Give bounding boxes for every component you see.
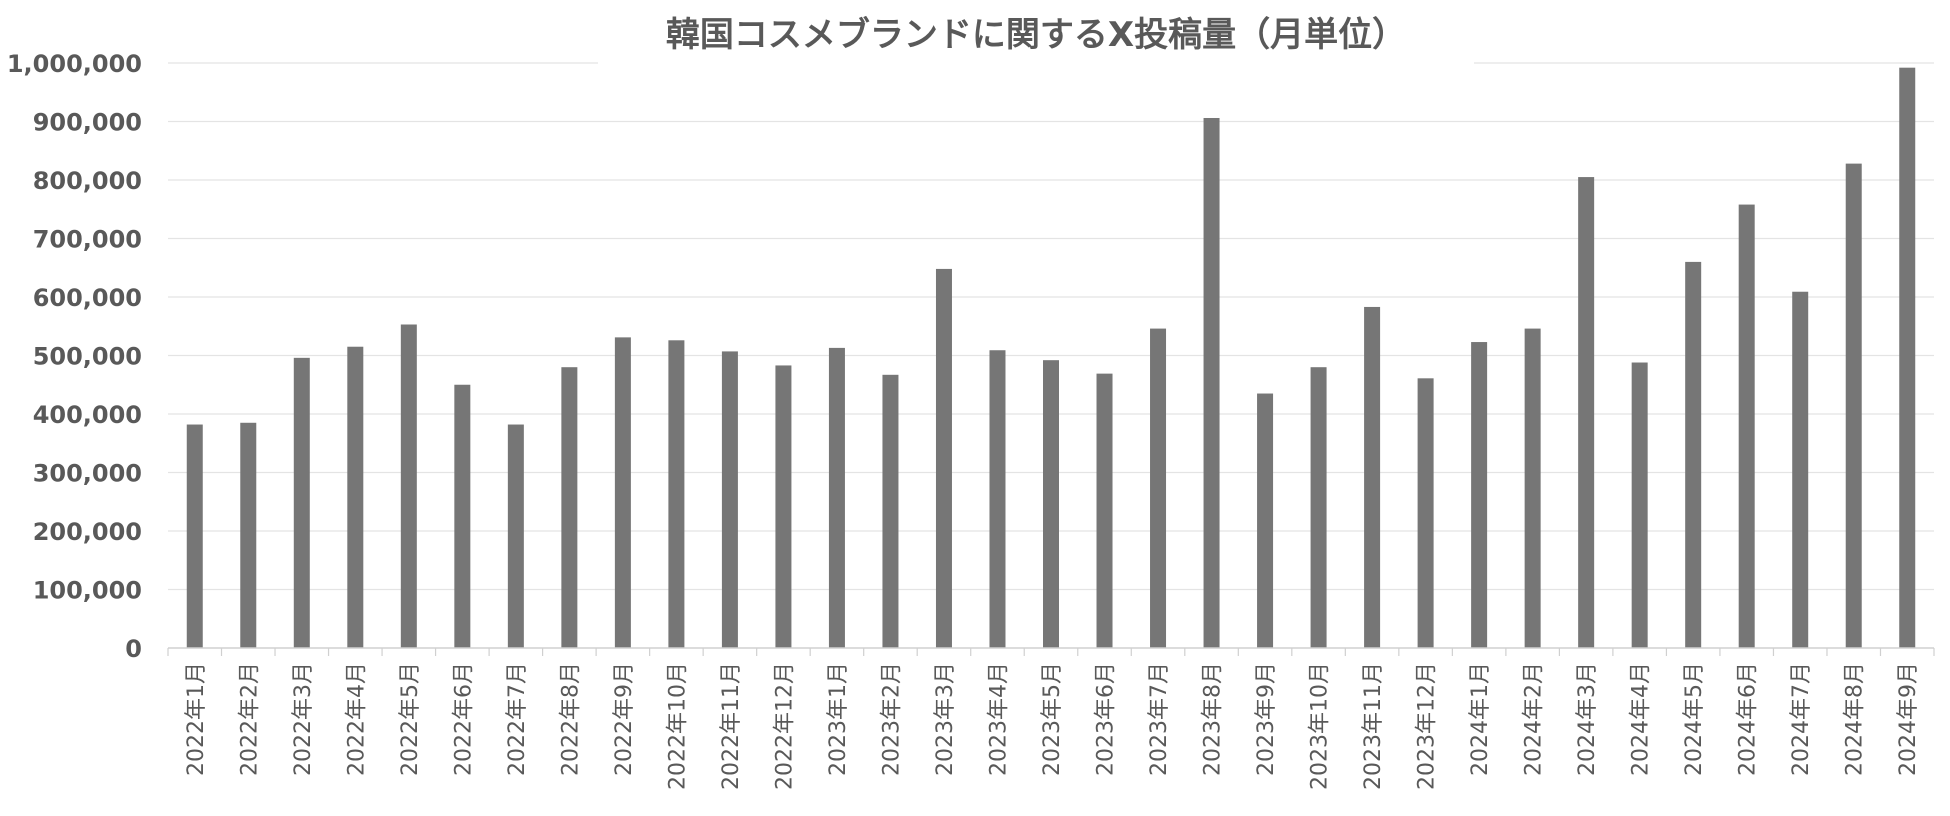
bar <box>614 337 631 648</box>
y-tick-label: 600,000 <box>33 284 142 312</box>
bar <box>507 424 524 648</box>
x-tick-label: 2024年2月 <box>1522 662 1547 776</box>
x-tick-label: 2023年1月 <box>826 662 851 776</box>
x-tick-label: 2024年7月 <box>1789 662 1814 776</box>
x-tick-label: 2024年4月 <box>1629 662 1654 776</box>
x-tick-labels: 2022年1月 2022年2月 2022年3月 2022年4月 2022年5月 2022年… <box>184 662 1921 790</box>
y-tick-label: 100,000 <box>33 577 142 605</box>
bar <box>1203 117 1220 649</box>
chart-title: 韓国コスメブランドに関するX投稿量（月単位） <box>666 15 1406 55</box>
x-tick-label: 2023年12月 <box>1415 662 1440 790</box>
bar <box>400 324 417 648</box>
x-tick-label: 2022年3月 <box>291 662 316 776</box>
x-tick-label: 2022年12月 <box>772 662 797 790</box>
bar <box>668 340 685 648</box>
x-tick-label: 2023年10月 <box>1308 662 1333 790</box>
x-tick-label: 2024年1月 <box>1468 662 1493 776</box>
y-tick-label: 200,000 <box>33 518 142 546</box>
bar <box>775 365 792 648</box>
x-tick-label: 2022年11月 <box>719 662 744 790</box>
bar <box>1524 328 1541 648</box>
x-tick-label: 2023年7月 <box>1147 662 1172 776</box>
x-tick-label: 2024年6月 <box>1736 662 1761 776</box>
bar <box>1150 328 1167 648</box>
y-tick-label: 900,000 <box>33 109 142 137</box>
x-tick-label: 2022年1月 <box>184 662 209 776</box>
bar <box>721 351 738 648</box>
bar <box>1685 261 1702 648</box>
x-tick-label: 2023年3月 <box>933 662 958 776</box>
x-tick-label: 2022年7月 <box>505 662 530 776</box>
bar <box>1364 306 1381 648</box>
bar <box>935 268 952 648</box>
x-tick-label: 2022年6月 <box>451 662 476 776</box>
title-background <box>598 10 1474 66</box>
bar <box>1310 367 1327 648</box>
bar <box>1096 373 1113 648</box>
x-tick-label: 2023年9月 <box>1254 662 1279 776</box>
axes <box>167 647 1935 656</box>
x-tick-label: 2024年8月 <box>1843 662 1868 776</box>
bar <box>240 422 257 648</box>
bar <box>1578 177 1595 648</box>
x-tick-label: 2022年8月 <box>558 662 583 776</box>
bar <box>1417 378 1434 648</box>
bar <box>186 424 203 648</box>
x-tick-label: 2023年6月 <box>1094 662 1119 776</box>
y-tick-label: 1,000,000 <box>7 50 142 78</box>
x-tick-label: 2024年9月 <box>1896 662 1921 776</box>
x-tick-label: 2023年11月 <box>1361 662 1386 790</box>
x-tick-label: 2022年4月 <box>344 662 369 776</box>
bar <box>454 384 471 648</box>
x-tick-label: 2023年4月 <box>986 662 1011 776</box>
bar <box>828 347 845 648</box>
y-tick-label: 800,000 <box>33 167 142 195</box>
bar <box>882 374 899 648</box>
y-tick-label: 300,000 <box>33 460 142 488</box>
x-tick-label: 2022年10月 <box>665 662 690 790</box>
y-tick-labels: 0 100,000 200,000 300,000 400,000 500,000 600,… <box>7 50 142 663</box>
y-tick-label: 700,000 <box>33 226 142 254</box>
bar <box>1845 163 1862 648</box>
x-tick-label: 2022年5月 <box>398 662 423 776</box>
bar <box>1899 67 1916 649</box>
x-tick-label: 2022年9月 <box>612 662 637 776</box>
bar <box>1738 204 1755 648</box>
bar <box>1257 393 1274 648</box>
bar <box>1043 360 1059 648</box>
x-tick-label: 2023年8月 <box>1201 662 1226 776</box>
x-tick-label: 2022年2月 <box>237 662 262 776</box>
bar <box>293 357 310 648</box>
bar <box>561 367 578 648</box>
bar <box>1471 342 1488 648</box>
x-tick-label: 2023年5月 <box>1040 662 1065 776</box>
bar <box>1792 291 1809 648</box>
y-tick-label: 0 <box>125 635 142 663</box>
x-tick-label: 2024年3月 <box>1575 662 1600 776</box>
y-tick-label: 500,000 <box>33 343 142 371</box>
bars <box>186 67 1916 649</box>
bar <box>1631 362 1648 648</box>
y-tick-label: 400,000 <box>33 401 142 429</box>
bar <box>989 350 1006 648</box>
bar <box>347 346 364 648</box>
x-tick-label: 2023年2月 <box>879 662 904 776</box>
x-tick-label: 2024年5月 <box>1682 662 1707 776</box>
